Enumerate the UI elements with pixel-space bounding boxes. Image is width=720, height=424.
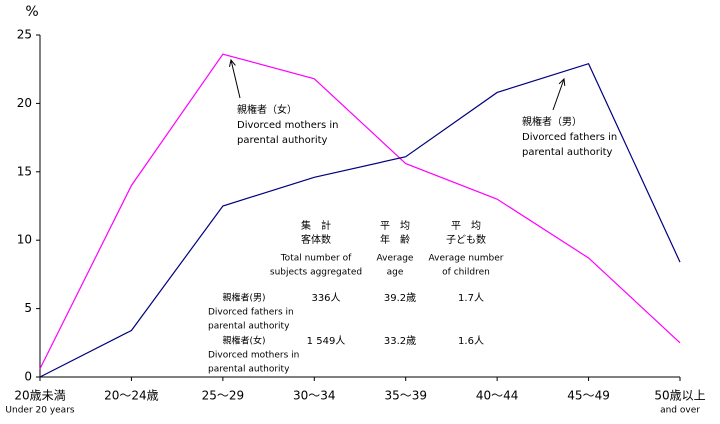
table-header-en: age [387, 268, 404, 278]
row-label: 親権者(男) [222, 292, 265, 304]
annotation-text: Divorced mothers in [237, 120, 338, 131]
x-tick-label: 20歳未満 [14, 389, 65, 403]
table-header-en: subjects aggregated [270, 268, 362, 278]
annotation-text: parental authority [237, 135, 328, 146]
y-tick-label: 5 [24, 301, 32, 315]
annotation-text: parental authority [522, 147, 613, 158]
table-header: 平 均 [380, 220, 410, 232]
series-line [39, 62, 681, 378]
y-tick-label: 0 [24, 370, 32, 384]
y-tick-label: 20 [17, 96, 32, 110]
x-tick-label: 20〜24歳 [104, 389, 159, 403]
table-cell: 33.2歳 [384, 335, 416, 347]
arrow [230, 59, 241, 99]
table-header-en: Average [377, 254, 414, 264]
y-tick-label: 25 [17, 28, 32, 42]
arrow-head [558, 77, 566, 87]
table-header-en: Average number [429, 254, 504, 264]
x-tick-label: 45〜49 [567, 389, 610, 403]
row-label-en: parental authority [208, 365, 290, 375]
annotation-text: Divorced fathers in [522, 132, 617, 143]
table-header-en: of children [442, 268, 490, 278]
table-header: 客体数 [301, 233, 331, 246]
x-tick-note: and over [660, 406, 700, 416]
arrow-head [229, 58, 236, 67]
table-header: 年 齢 [380, 233, 410, 246]
annotation-title: 親権者（男） [522, 115, 582, 128]
x-tick-label: 35〜39 [384, 389, 427, 403]
row-label-en: Divorced fathers in [208, 308, 294, 318]
table-cell: 1 549人 [307, 335, 346, 347]
table-cell: 39.2歳 [384, 292, 416, 304]
table-header: 平 均 [451, 220, 481, 232]
table-header: 集 計 [301, 219, 331, 232]
row-label: 親権者(女) [222, 335, 265, 347]
x-tick-label: 30〜34 [293, 389, 336, 403]
series-line [39, 53, 681, 370]
y-unit: % [25, 4, 38, 20]
x-tick-label: 25〜29 [202, 389, 245, 403]
row-label-en: parental authority [208, 322, 290, 332]
table-cell: 1.7人 [458, 292, 484, 304]
y-tick-label: 15 [17, 164, 32, 178]
x-tick-label: 50歳以上 [654, 389, 705, 403]
row-label-en: Divorced mothers in [208, 351, 299, 361]
table-header: 子ども数 [446, 233, 486, 246]
y-tick-label: 10 [17, 233, 32, 247]
arrow [552, 78, 565, 111]
table-cell: 336人 [311, 292, 340, 304]
x-tick-note: Under 20 years [5, 406, 74, 416]
table-header-en: Total number of [280, 254, 352, 264]
x-tick-label: 40〜44 [476, 389, 519, 403]
table-cell: 1.6人 [458, 335, 484, 347]
annotation-title: 親権者（女） [237, 103, 297, 116]
